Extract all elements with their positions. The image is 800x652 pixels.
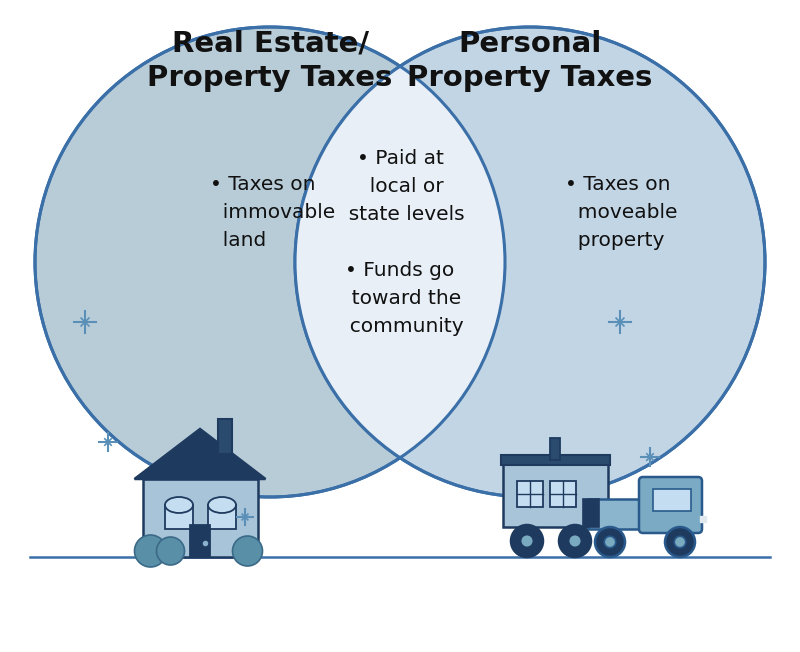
Text: Real Estate/
Property Taxes: Real Estate/ Property Taxes: [147, 30, 393, 91]
Text: • Taxes on
  immovable
  land: • Taxes on immovable land: [210, 175, 335, 250]
Circle shape: [674, 537, 686, 548]
Bar: [165, 505, 193, 529]
Bar: [501, 455, 610, 465]
Text: • Taxes on
  moveable
  property: • Taxes on moveable property: [565, 175, 678, 250]
Circle shape: [569, 535, 582, 548]
Circle shape: [35, 27, 505, 497]
Polygon shape: [295, 67, 505, 458]
Bar: [142, 479, 258, 557]
Bar: [190, 525, 210, 557]
Circle shape: [134, 535, 166, 567]
Circle shape: [157, 537, 185, 565]
Circle shape: [511, 525, 543, 557]
Bar: [218, 419, 232, 454]
Text: Personal
Property Taxes: Personal Property Taxes: [407, 30, 653, 91]
Bar: [502, 455, 607, 527]
Bar: [550, 438, 560, 460]
Circle shape: [233, 536, 262, 566]
Bar: [550, 481, 576, 507]
Polygon shape: [134, 429, 266, 479]
Text: • Paid at
  local or
  state levels

• Funds go
  toward the
  community: • Paid at local or state levels • Funds …: [336, 149, 464, 336]
Circle shape: [595, 527, 625, 557]
Circle shape: [559, 525, 591, 557]
FancyBboxPatch shape: [639, 477, 702, 533]
Ellipse shape: [208, 497, 236, 513]
Bar: [588, 499, 643, 529]
Bar: [583, 499, 599, 527]
Circle shape: [604, 537, 616, 548]
Bar: [653, 489, 691, 511]
Circle shape: [521, 535, 534, 548]
Circle shape: [665, 527, 695, 557]
Bar: [208, 505, 236, 529]
Bar: [517, 481, 543, 507]
Ellipse shape: [165, 497, 193, 513]
Circle shape: [295, 27, 765, 497]
